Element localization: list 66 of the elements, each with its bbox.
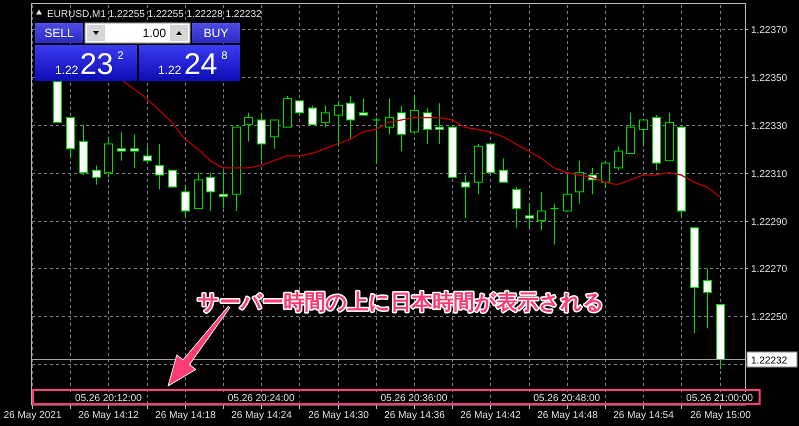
y-tick-label: 1.22290 (751, 217, 788, 228)
candlestick (143, 146, 152, 164)
candlestick (435, 102, 444, 144)
y-tick-label: 1.22350 (751, 73, 788, 84)
ref-line-label: 1.22232 (751, 356, 788, 366)
x-tick-label: 26 May 14:12 (78, 410, 140, 421)
candlestick (181, 184, 190, 219)
candlestick (206, 172, 215, 212)
candlestick (461, 174, 470, 219)
x2-tick-label: 05.26 20:36:00 (380, 393, 448, 404)
candlestick (512, 186, 521, 228)
x-tick-label: 26 May 14:24 (231, 410, 292, 421)
annotation: BUY (204, 26, 228, 40)
annotation: 24$^{8}$ (184, 48, 228, 81)
x-tick-label: 26 May 15:00 (690, 410, 752, 421)
candlestick (168, 170, 177, 188)
candlestick (537, 191, 546, 231)
candlestick (359, 98, 368, 116)
y-tick-label: 1.22330 (751, 121, 788, 132)
candlestick (155, 143, 164, 190)
candlestick (308, 105, 317, 126)
x-tick-label: 26 May 14:54 (613, 410, 674, 421)
x-tick-label: 26 May 14:30 (308, 410, 370, 421)
candlestick (499, 158, 508, 183)
candlestick (244, 112, 253, 142)
candlestick (130, 134, 139, 168)
candlestick (639, 119, 648, 147)
y-tick-label: 1.22310 (751, 169, 788, 180)
annotation: 1.00 (142, 26, 166, 40)
candlestick (601, 160, 610, 188)
candlestick (219, 170, 228, 210)
candlestick (575, 160, 584, 204)
x2-tick-label: 05.26 20:24:00 (228, 393, 295, 404)
annotation: SELL (44, 26, 74, 40)
candlestick (92, 164, 101, 186)
y-tick-label: 1.22270 (751, 264, 788, 275)
candlestick (321, 105, 330, 128)
x-tick-label: 26 May 14:18 (155, 410, 216, 421)
x2-tick-label: 05.26 20:12:00 (75, 393, 142, 404)
x2-tick-label: 05.26 20:48:00 (533, 393, 601, 404)
candlestick (703, 268, 712, 329)
annotation: 23$^{2}$ (80, 48, 124, 81)
annotation: サーバー時間の上に日本時間が表示される (198, 290, 604, 314)
x-tick-label: 26 May 14:36 (384, 410, 446, 421)
candlestick (117, 131, 126, 162)
y-tick-label: 1.22250 (751, 312, 788, 323)
candlestick (334, 100, 343, 147)
x-tick-label: 26 May 14:42 (460, 410, 522, 421)
candlestick (346, 96, 355, 140)
y-tick-label: 1.22370 (751, 25, 788, 36)
annotation: 1.22 (55, 63, 79, 77)
x-tick-label: 26 May 2021 (4, 410, 62, 421)
annotation: 1.22 (158, 63, 182, 77)
candlestick (525, 203, 534, 228)
candlestick (257, 112, 266, 162)
candlestick (423, 107, 432, 144)
chart-title: EURUSD,M1 1.22255 1.22255 1.22228 1.22232 (47, 9, 262, 20)
x2-tick-label: 05.26 21:00:00 (686, 393, 754, 404)
candlestick (563, 174, 572, 212)
x-tick-label: 26 May 14:48 (537, 410, 598, 421)
candlestick (397, 105, 406, 152)
candlestick (614, 146, 623, 171)
candlestick (295, 100, 304, 116)
line-series (120, 78, 720, 198)
candlestick (410, 96, 419, 135)
candlestick (270, 119, 279, 150)
